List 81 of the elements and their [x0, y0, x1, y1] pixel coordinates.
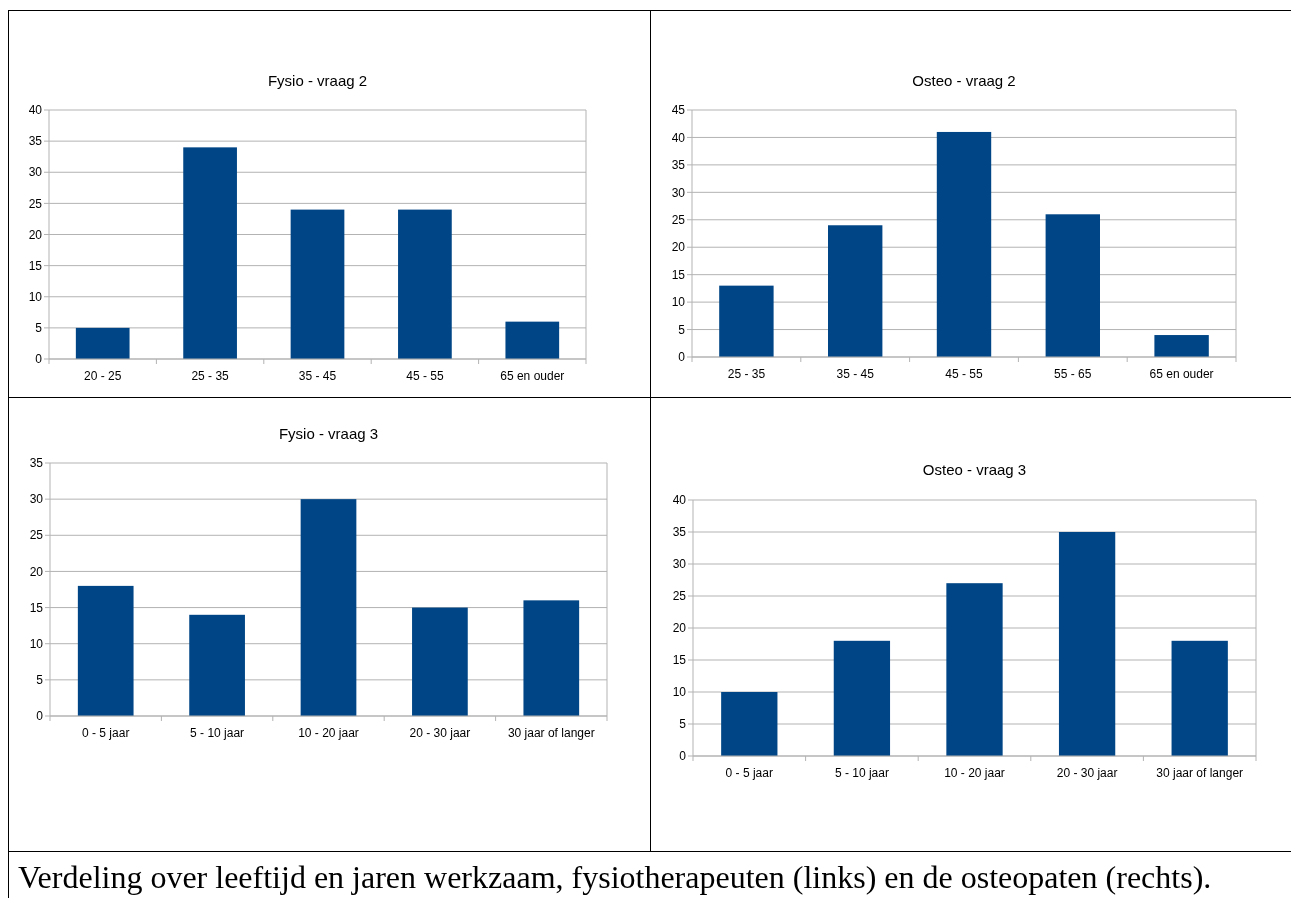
y-tick-label: 25	[28, 196, 43, 211]
x-tick-label: 20 - 25	[84, 369, 122, 383]
bar	[300, 499, 357, 716]
bar	[77, 585, 134, 716]
y-tick-label: 35	[672, 525, 687, 540]
y-tick-label: 25	[29, 528, 44, 543]
x-tick-label: 20 - 30 jaar	[1056, 766, 1118, 780]
x-tick-label: 45 - 55	[406, 369, 444, 383]
y-tick-label: 35	[28, 134, 43, 149]
bar	[719, 285, 774, 357]
x-tick-label: 0 - 5 jaar	[725, 766, 773, 780]
y-tick-label: 30	[29, 492, 44, 507]
x-tick-label: 45 - 55	[945, 367, 984, 381]
bar	[523, 600, 580, 716]
x-tick-label: 65 en ouder	[500, 369, 565, 383]
bar	[946, 583, 1003, 756]
y-tick-label: 20	[28, 227, 43, 242]
y-tick-label: 25	[672, 589, 687, 604]
bar	[936, 131, 992, 357]
x-tick-label: 20 - 30 jaar	[409, 726, 471, 740]
x-tick-label: 30 jaar of langer	[507, 726, 595, 740]
y-tick-label: 40	[671, 130, 686, 145]
y-tick-label: 20	[29, 564, 44, 579]
y-tick-label: 5	[35, 321, 43, 336]
bar	[183, 147, 237, 359]
y-tick-label: 5	[678, 322, 686, 337]
bar	[290, 209, 345, 359]
y-tick-label: 5	[679, 717, 687, 732]
y-tick-label: 10	[672, 685, 687, 700]
y-tick-label: 0	[36, 709, 44, 724]
y-tick-label: 10	[28, 289, 43, 304]
x-tick-label: 65 en ouder	[1149, 367, 1214, 381]
chart-title: Osteo - vraag 2	[912, 72, 1016, 89]
bar	[1058, 532, 1116, 756]
bar	[398, 209, 452, 359]
y-tick-label: 20	[671, 240, 686, 255]
x-tick-label: 35 - 45	[298, 369, 337, 383]
y-tick-label: 30	[671, 185, 686, 200]
y-tick-label: 0	[679, 749, 687, 764]
text: Verdeling over leeftijd en jaren werkzaam, fysiotherapeuten (links) en de osteopaten (rechts).	[18, 859, 1212, 895]
x-tick-label: 10 - 20 jaar	[944, 766, 1005, 780]
y-tick-label: 35	[29, 456, 44, 471]
y-tick-label: 5	[36, 673, 44, 688]
y-tick-label: 40	[28, 103, 43, 118]
x-tick-label: 30 jaar of langer	[1156, 766, 1244, 780]
chart-title: Fysio - vraag 3	[278, 425, 379, 442]
y-tick-label: 10	[671, 295, 686, 310]
bar	[189, 614, 245, 716]
bar	[1045, 214, 1100, 357]
bar	[833, 640, 891, 756]
x-tick-label: 10 - 20 jaar	[298, 726, 359, 740]
bar	[828, 225, 883, 357]
x-tick-label: 0 - 5 jaar	[82, 726, 130, 740]
y-tick-label: 25	[671, 212, 686, 227]
bar	[505, 321, 560, 359]
chart-title: Osteo - vraag 3	[922, 461, 1027, 478]
y-tick-label: 15	[672, 653, 687, 668]
y-tick-label: 10	[29, 636, 44, 651]
x-tick-label: 25 - 35	[727, 367, 766, 381]
bar	[1154, 335, 1209, 357]
x-tick-label: 35 - 45	[836, 367, 875, 381]
x-tick-label: 5 - 10 jaar	[190, 726, 245, 740]
y-tick-label: 0	[35, 352, 43, 367]
y-tick-label: 35	[671, 158, 686, 173]
chart-title: Fysio - vraag 2	[267, 72, 368, 89]
y-tick-label: 30	[28, 165, 43, 180]
y-tick-label: 15	[28, 258, 43, 273]
x-tick-label: 55 - 65	[1054, 367, 1092, 381]
y-tick-label: 40	[672, 493, 687, 508]
y-tick-label: 45	[671, 103, 686, 118]
bar	[1171, 640, 1228, 756]
y-tick-label: 0	[678, 350, 686, 365]
bar	[412, 607, 468, 716]
y-tick-label: 20	[672, 621, 687, 636]
bar	[721, 692, 778, 756]
y-tick-label: 15	[671, 267, 686, 282]
y-tick-label: 15	[29, 600, 44, 615]
bar	[75, 327, 130, 359]
x-tick-label: 5 - 10 jaar	[834, 766, 889, 780]
x-tick-label: 25 - 35	[191, 369, 230, 383]
y-tick-label: 30	[672, 557, 687, 572]
